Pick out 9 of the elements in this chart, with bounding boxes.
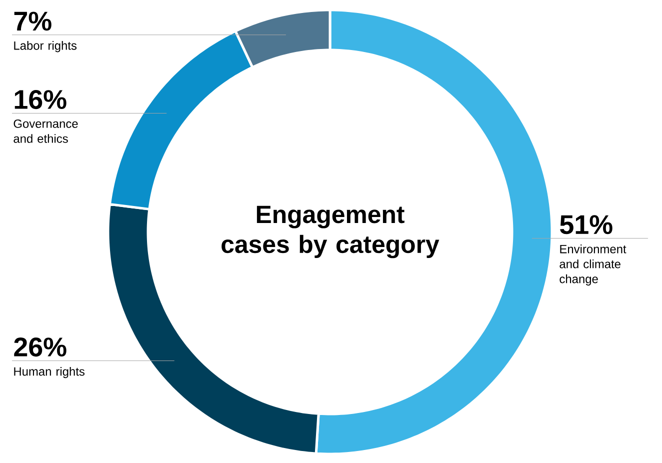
slice-label: Environment and climate change bbox=[560, 244, 626, 286]
data-label: 16% bbox=[14, 90, 66, 110]
data-label: 51% bbox=[560, 215, 612, 234]
text: Engagement cases by category bbox=[222, 206, 440, 258]
slice-label: Human rights bbox=[14, 366, 85, 378]
slice-label: Labor rights bbox=[14, 41, 77, 52]
data-label: 26% bbox=[14, 338, 66, 357]
slice-label: Governance and ethics bbox=[14, 119, 78, 143]
data-label: 7% bbox=[14, 12, 52, 31]
